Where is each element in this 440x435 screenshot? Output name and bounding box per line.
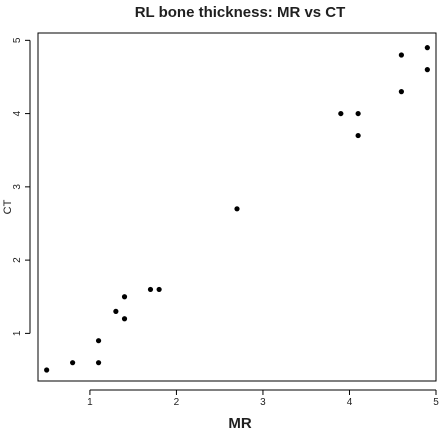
- data-point: [424, 45, 430, 51]
- data-point: [234, 206, 240, 212]
- y-axis-title: CT: [2, 199, 14, 214]
- data-point: [398, 89, 404, 95]
- plot-area-frame: [37, 32, 437, 382]
- data-points: [44, 45, 430, 373]
- data-point: [121, 316, 128, 322]
- data-point: [121, 294, 128, 300]
- x-tick-label: 4: [347, 397, 353, 408]
- data-point: [156, 286, 162, 293]
- x-tick-label: 1: [87, 397, 93, 408]
- x-axis: 1 2 3 4 5: [87, 389, 439, 408]
- y-tick-label: 4: [12, 110, 23, 116]
- y-tick-label: 3: [12, 184, 23, 190]
- y-tick-label: 5: [12, 37, 23, 43]
- x-axis-title: MR: [228, 415, 251, 432]
- data-point: [44, 367, 50, 373]
- data-point: [95, 360, 102, 366]
- x-tick-label: 3: [260, 397, 266, 408]
- data-point: [424, 67, 430, 73]
- data-point: [338, 110, 344, 117]
- data-point: [355, 132, 361, 139]
- data-point: [355, 110, 361, 117]
- y-axis: 1 2 3 4 5: [12, 37, 31, 336]
- data-point: [398, 52, 404, 58]
- chart-title: RL bone thickness: MR vs CT: [135, 4, 346, 21]
- data-point: [113, 308, 119, 314]
- x-tick-label: 2: [174, 397, 180, 408]
- y-tick-label: 2: [12, 257, 23, 263]
- data-point: [70, 360, 76, 366]
- y-tick-label: 1: [12, 330, 23, 336]
- data-point: [147, 286, 154, 293]
- data-point: [95, 338, 102, 344]
- x-tick-label: 5: [433, 397, 439, 408]
